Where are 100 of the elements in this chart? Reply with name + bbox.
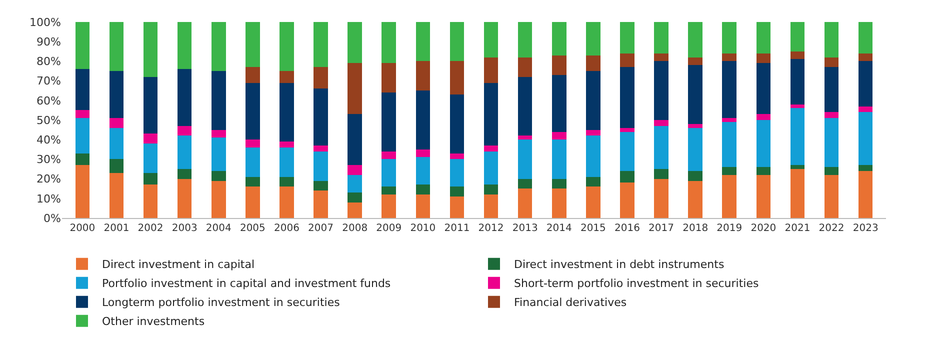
bar <box>177 22 192 70</box>
bar <box>314 180 328 191</box>
legend-label: Direct investment in debt instruments <box>514 258 724 272</box>
bar <box>348 165 362 175</box>
bar <box>416 149 430 158</box>
x-tick-label: 2007 <box>308 223 334 234</box>
bar <box>314 88 328 146</box>
bar <box>552 188 566 218</box>
bar <box>518 188 532 218</box>
bar <box>484 151 498 185</box>
bar <box>858 106 873 112</box>
bar <box>75 22 90 70</box>
bar <box>280 82 294 142</box>
bar <box>382 194 396 218</box>
bar <box>314 22 328 68</box>
legend-label: Financial derivatives <box>514 296 627 310</box>
x-tick-label: 2010 <box>410 223 436 234</box>
bar <box>756 167 771 175</box>
bar <box>143 144 158 173</box>
bar <box>688 57 702 66</box>
bar <box>143 22 158 77</box>
y-tick-label: 90% <box>36 35 61 48</box>
bar <box>824 67 839 112</box>
bar <box>654 169 668 179</box>
bar <box>416 22 430 62</box>
bar <box>484 82 498 146</box>
bar <box>790 108 805 166</box>
y-tick-label: 0% <box>44 212 61 225</box>
x-tick-label: 2009 <box>376 223 402 234</box>
bar <box>756 63 771 114</box>
bar <box>722 122 737 168</box>
bar <box>756 120 771 168</box>
bar <box>382 92 396 152</box>
bar <box>858 61 873 106</box>
bar <box>75 118 90 154</box>
bar <box>416 61 430 91</box>
bar <box>348 63 362 114</box>
bar <box>450 153 464 160</box>
bar <box>280 186 294 218</box>
bar <box>688 170 702 181</box>
bar <box>348 174 362 193</box>
y-tick-label: 50% <box>36 114 61 127</box>
bar <box>416 194 430 218</box>
bar <box>143 184 158 218</box>
bar <box>620 53 634 68</box>
y-tick-label: 60% <box>36 94 61 108</box>
bar <box>246 22 260 68</box>
bar <box>280 71 294 83</box>
bar <box>211 71 226 130</box>
bar <box>211 170 226 181</box>
bar <box>109 118 124 128</box>
bar <box>586 136 600 177</box>
bar <box>109 128 124 160</box>
x-tick-label: 2003 <box>172 223 198 234</box>
x-tick-label: 2016 <box>614 223 640 234</box>
x-tick-label: 2013 <box>512 223 538 234</box>
bar <box>484 184 498 194</box>
bar <box>688 180 702 218</box>
x-tick-label: 2022 <box>818 223 844 234</box>
bar <box>348 22 362 64</box>
bar <box>654 126 668 169</box>
bar <box>314 145 328 152</box>
bar <box>211 180 226 218</box>
bar <box>246 147 260 177</box>
legend-label: Short-term portfolio investment in securities <box>514 277 759 290</box>
bar <box>518 136 532 140</box>
bar <box>75 165 90 218</box>
bar <box>109 159 124 173</box>
bar <box>688 128 702 171</box>
bar <box>586 55 600 71</box>
bar <box>314 190 328 218</box>
bar <box>552 74 566 132</box>
bar <box>246 67 260 83</box>
bar <box>382 159 396 187</box>
x-tick-label: 2011 <box>444 223 470 234</box>
legend-label: Longterm portfolio investment in securities <box>102 296 340 310</box>
bar <box>246 176 260 187</box>
bar <box>177 136 192 169</box>
bar <box>688 65 702 124</box>
x-tick-label: 2017 <box>648 223 674 234</box>
bar <box>620 128 634 132</box>
bar <box>824 167 839 175</box>
x-tick-label: 2021 <box>784 223 810 234</box>
y-tick-label: 80% <box>36 55 61 68</box>
bar <box>790 169 805 218</box>
bar <box>177 126 192 136</box>
bar <box>280 176 294 187</box>
bar <box>858 22 873 54</box>
bar <box>109 22 124 71</box>
bar <box>484 145 498 152</box>
bar <box>450 61 464 95</box>
bar <box>314 151 328 181</box>
x-tick-label: 2002 <box>138 223 164 234</box>
bar <box>75 153 90 166</box>
bar <box>211 138 226 171</box>
y-tick-label: 100% <box>30 16 61 29</box>
bar <box>484 57 498 83</box>
bar <box>620 22 634 54</box>
bar <box>790 51 805 60</box>
x-tick-label: 2018 <box>682 223 708 234</box>
